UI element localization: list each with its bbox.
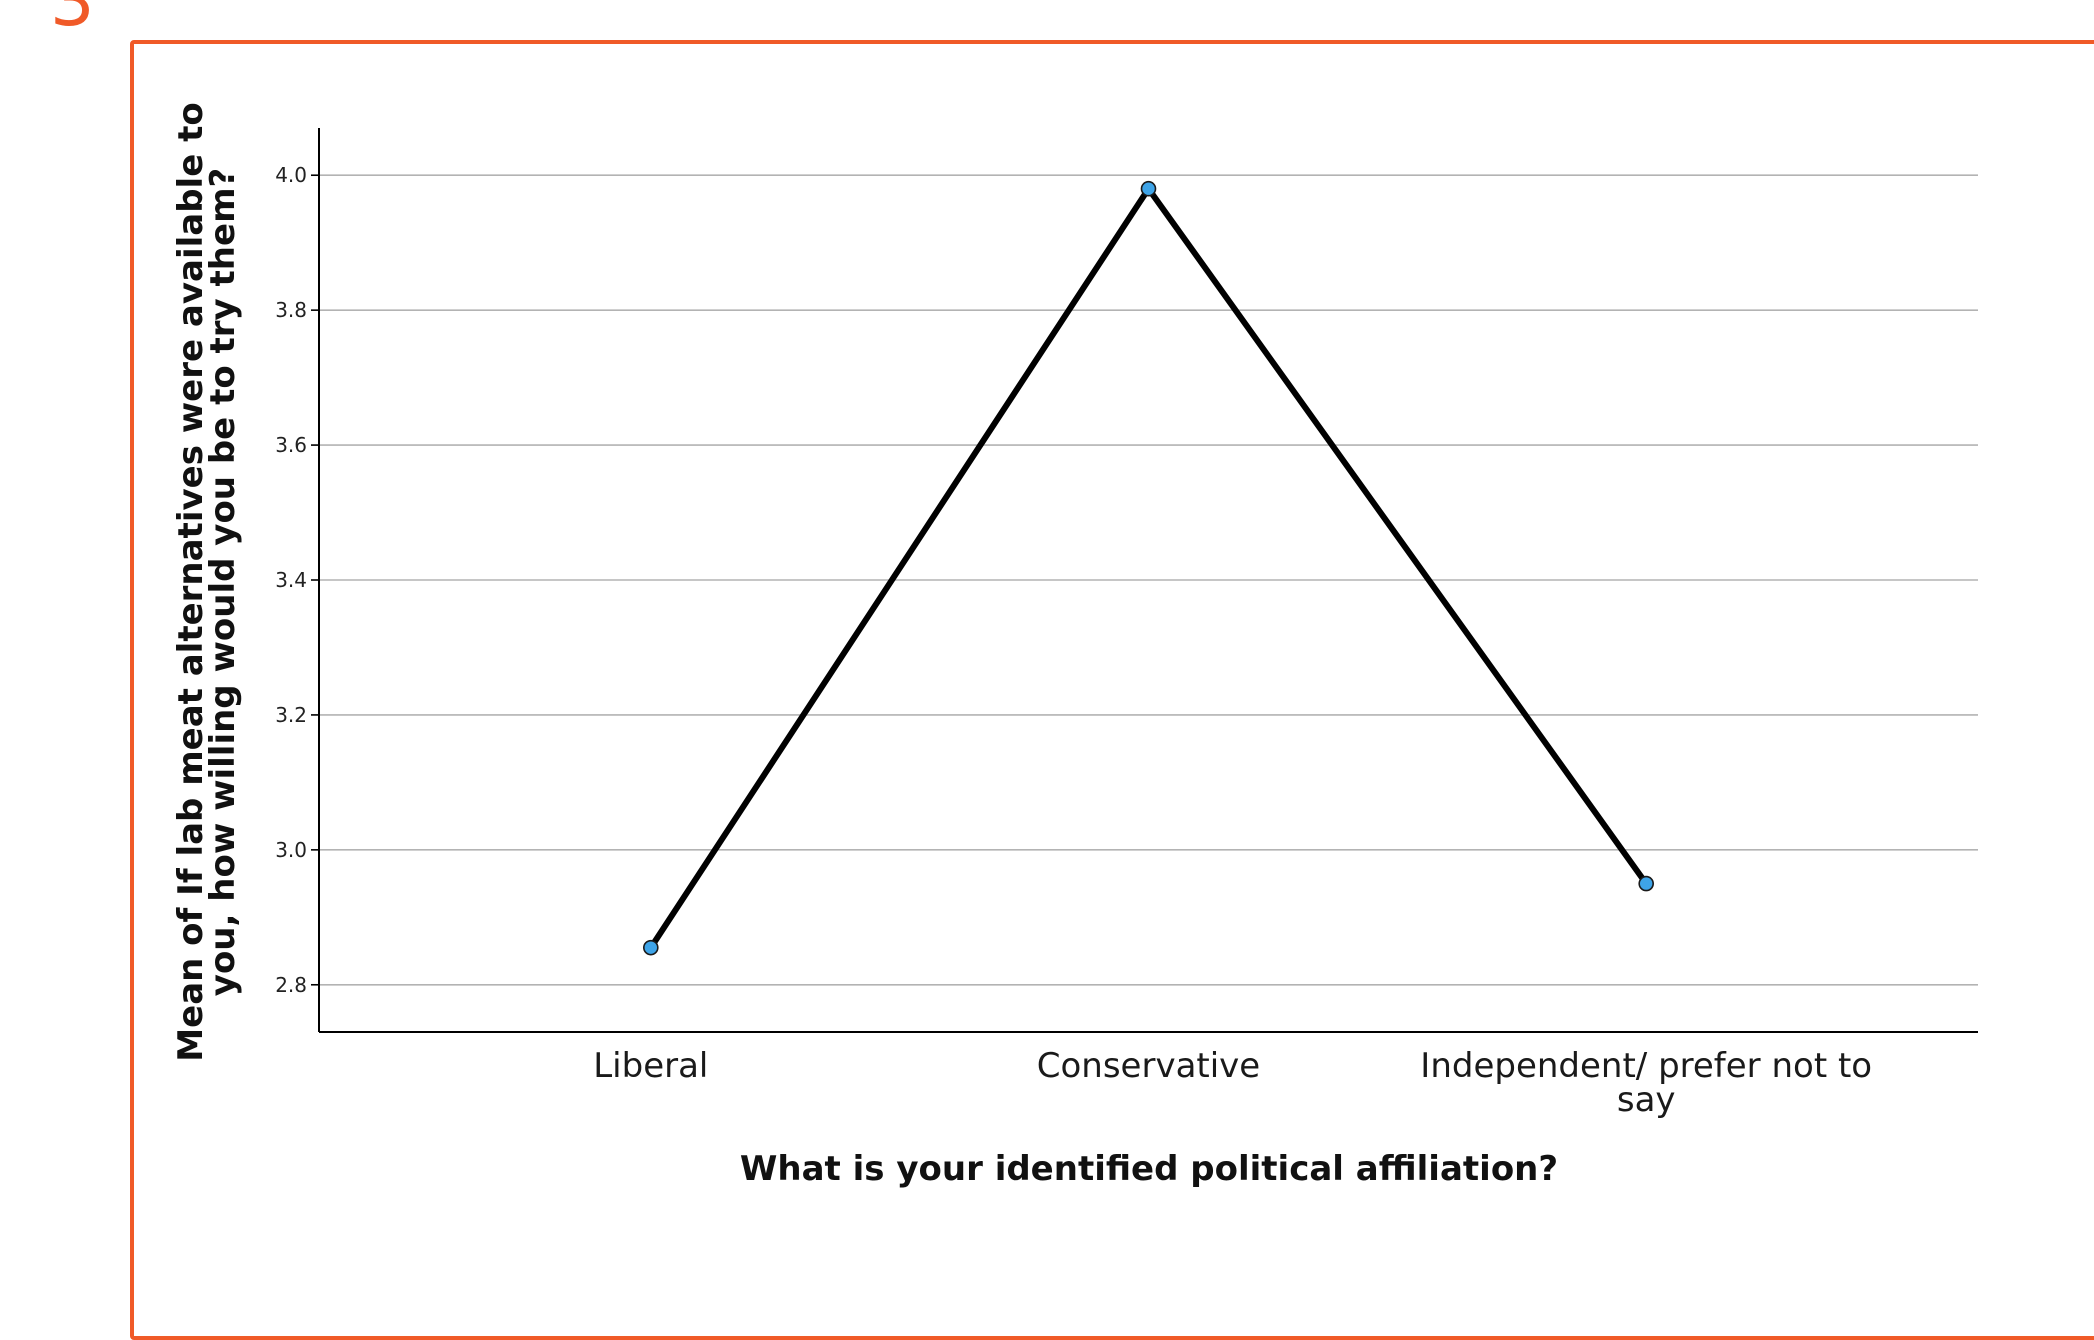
y-tick-label: 3.2 (275, 703, 307, 727)
series-line (648, 185, 1649, 950)
line-chart: 2.8 3.0 3.2 3.4 3.6 3.8 4.0 Liberal Conservativ… (171, 102, 1978, 1189)
y-tick-label: 3.8 (275, 298, 307, 322)
x-category-label: Liberal (593, 1046, 708, 1086)
y-tick-labels: 2.8 3.0 3.2 3.4 3.6 3.8 4.0 (275, 163, 307, 997)
page-number: 3 (50, 0, 95, 42)
y-tick-label: 3.6 (275, 433, 307, 457)
x-category-label: Independent/ prefer not to say (1420, 1046, 1872, 1120)
y-tick-label: 4.0 (275, 163, 307, 187)
y-tick-label: 3.0 (275, 838, 307, 862)
x-category-label: Conservative (1037, 1046, 1260, 1086)
series (642, 180, 1654, 956)
gridlines (311, 174, 1978, 986)
x-axis-title: What is your identified political affili… (740, 1149, 1558, 1189)
data-point (642, 939, 659, 956)
y-axis-title: Mean of If lab meat alternatives were av… (171, 102, 243, 1061)
data-point (1638, 875, 1654, 892)
axes (318, 128, 1978, 1033)
y-tick-label: 3.4 (275, 568, 307, 592)
y-tick-label: 2.8 (275, 973, 307, 997)
x-category-labels: Liberal Conservative Independent/ prefer n… (593, 1046, 1872, 1120)
data-point (1140, 180, 1157, 197)
